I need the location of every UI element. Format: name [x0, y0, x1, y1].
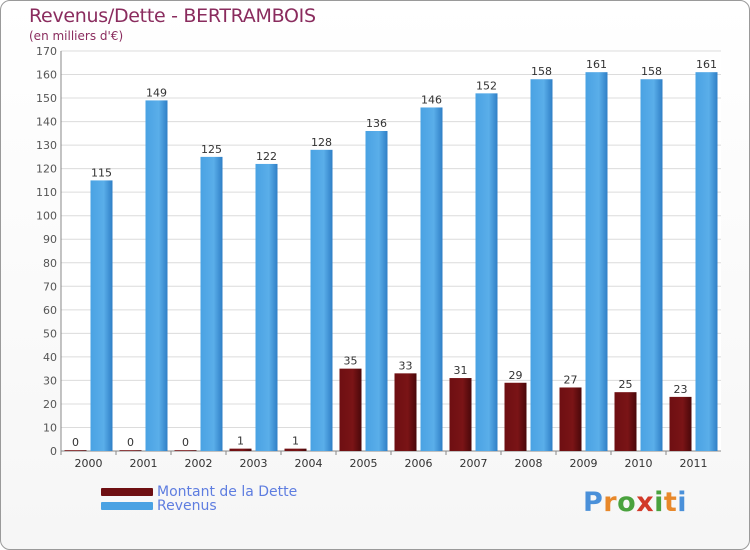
bar-revenus [640, 79, 663, 451]
legend-swatch-revenus [101, 502, 153, 510]
bar-dette [339, 368, 362, 451]
bar-revenus [530, 79, 553, 451]
data-label: 27 [564, 373, 578, 386]
bar-dette [449, 378, 472, 451]
bar-revenus [365, 131, 388, 451]
bar-revenus [255, 163, 278, 452]
data-label: 0 [127, 436, 134, 449]
x-tick-label: 2005 [350, 457, 378, 470]
bar-dette [559, 387, 582, 451]
y-tick-label: 0 [50, 445, 57, 458]
logo-letter: x [636, 487, 655, 518]
logo-letter: P [583, 487, 604, 518]
data-label: 23 [674, 383, 688, 396]
logo-letter: o [617, 487, 637, 518]
data-label: 0 [72, 436, 79, 449]
data-label: 146 [421, 93, 442, 106]
y-tick-label: 60 [43, 304, 57, 317]
data-label: 158 [641, 65, 662, 78]
y-tick-label: 160 [36, 69, 57, 82]
y-tick-label: 90 [43, 233, 57, 246]
logo-letter: i [654, 487, 664, 518]
data-label: 33 [399, 359, 413, 372]
x-tick-label: 2006 [405, 457, 433, 470]
legend-item-dette[interactable]: Montant de la Dette [101, 484, 298, 500]
bar-revenus [475, 93, 498, 452]
bar-dette [229, 448, 252, 451]
chart-title: Revenus/Dette - BERTRAMBOIS [29, 5, 316, 27]
x-tick-label: 2009 [570, 457, 598, 470]
x-tick-label: 2002 [185, 457, 213, 470]
chart-subtitle: (en milliers d'€) [29, 29, 124, 43]
y-tick-label: 130 [36, 139, 57, 152]
logo-letter: t [663, 487, 678, 518]
y-tick-label: 20 [43, 398, 57, 411]
bar-dette [174, 450, 197, 451]
data-label: 29 [509, 369, 523, 382]
bar-dette [284, 448, 307, 451]
data-label: 149 [146, 86, 167, 99]
bar-revenus [585, 72, 608, 452]
bar-dette [394, 373, 417, 451]
data-label: 122 [256, 150, 277, 163]
y-tick-label: 150 [36, 92, 57, 105]
y-tick-label: 40 [43, 351, 57, 364]
bar-dette [669, 396, 692, 451]
logo-letter: r [603, 487, 618, 518]
data-label: 0 [182, 436, 189, 449]
bar-dette [614, 392, 637, 451]
bar-revenus [420, 107, 443, 452]
bar-dette [64, 450, 87, 451]
plot-area [61, 51, 721, 451]
x-tick-label: 2001 [130, 457, 158, 470]
x-tick-label: 2000 [75, 457, 103, 470]
legend-item-revenus[interactable]: Revenus [101, 498, 297, 514]
data-label: 161 [586, 58, 607, 71]
x-tick-label: 2008 [515, 457, 543, 470]
data-label: 128 [311, 136, 332, 149]
x-tick-label: 2010 [625, 457, 653, 470]
legend-swatch-dette [101, 488, 153, 496]
data-label: 158 [531, 65, 552, 78]
data-label: 152 [476, 79, 497, 92]
bar-revenus [90, 180, 113, 452]
data-label: 125 [201, 143, 222, 156]
bar-revenus [200, 156, 223, 451]
proxiti-logo: Proxiti [583, 487, 687, 518]
y-tick-label: 120 [36, 163, 57, 176]
data-label: 35 [344, 355, 358, 368]
y-tick-label: 50 [43, 327, 57, 340]
y-tick-label: 140 [36, 116, 57, 129]
data-label: 25 [619, 378, 633, 391]
bar-dette [119, 450, 142, 451]
data-label: 31 [454, 364, 468, 377]
legend-label-dette: Montant de la Dette [157, 484, 298, 500]
data-label: 136 [366, 117, 387, 130]
x-tick-label: 2007 [460, 457, 488, 470]
data-label: 115 [91, 166, 112, 179]
x-tick-label: 2011 [680, 457, 708, 470]
bar-revenus [310, 149, 333, 451]
y-tick-label: 100 [36, 210, 57, 223]
data-label: 1 [292, 435, 299, 448]
y-tick-label: 170 [36, 45, 57, 58]
bar-dette [504, 382, 527, 451]
y-tick-label: 30 [43, 374, 57, 387]
legend: Montant de la Dette Revenus [101, 484, 298, 514]
y-tick-label: 70 [43, 280, 57, 293]
data-label: 1 [237, 435, 244, 448]
legend-label-revenus: Revenus [157, 498, 217, 514]
x-tick-label: 2004 [295, 457, 323, 470]
bar-revenus [695, 72, 718, 452]
logo-letter: i [677, 487, 688, 518]
data-label: 161 [696, 58, 717, 71]
y-tick-label: 80 [43, 257, 57, 270]
bar-revenus [145, 100, 168, 451]
y-tick-label: 10 [43, 421, 57, 434]
y-tick-label: 110 [36, 186, 57, 199]
x-tick-label: 2003 [240, 457, 268, 470]
